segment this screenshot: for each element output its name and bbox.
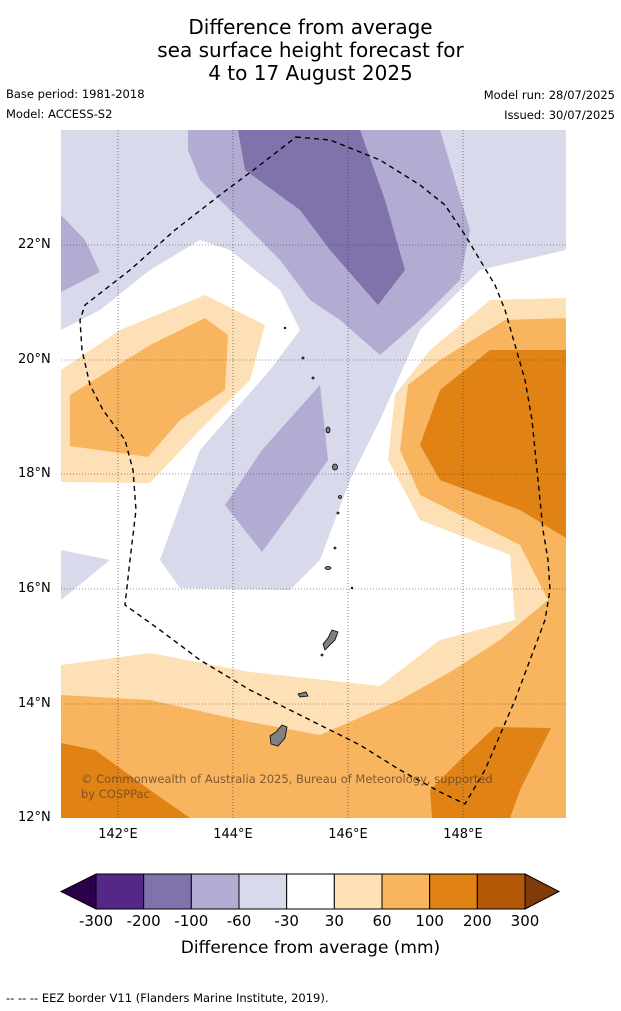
graticule (61, 130, 566, 818)
island-rota (297, 691, 309, 698)
colorbar-swatch (286, 873, 335, 910)
lon-label-144: 144°E (213, 827, 253, 842)
colorbar-tick-label: -300 (78, 912, 114, 930)
eez-legend-note: -- -- -- EEZ border V11 (Flanders Marine… (6, 991, 329, 1005)
mariana-islands (269, 326, 354, 747)
lon-label-142: 142°E (98, 827, 138, 842)
colorbar-tick-label: -200 (126, 912, 161, 930)
negative-band-west (61, 215, 100, 292)
title-line-1: Difference from average (188, 15, 433, 39)
title-line-3: 4 to 17 August 2025 (208, 61, 413, 85)
island-small-6 (332, 463, 338, 471)
base-period-label: Base period: 1981-2018 (6, 87, 145, 101)
island-small-9 (301, 356, 305, 360)
eez-border (79, 136, 551, 805)
colorbar-swatch (429, 873, 478, 910)
negative-band-sw (61, 550, 110, 600)
colorbar-tick-label: 30 (324, 912, 344, 930)
lat-label-18: 18°N (18, 466, 51, 481)
colorbar (59, 873, 561, 910)
colorbar-swatch (238, 873, 288, 910)
island-saipan (322, 629, 339, 651)
island-small-3 (333, 546, 337, 550)
anomaly-map (61, 130, 566, 818)
island-small-4 (336, 511, 340, 515)
island-small-7 (325, 426, 331, 434)
colorbar-extend-high (524, 873, 561, 910)
negative-band-deep (238, 130, 405, 305)
copyright-notice: © Commonwealth of Australia 2025, Bureau… (81, 772, 493, 801)
island-small-1 (320, 653, 324, 657)
colorbar-swatch (143, 873, 192, 910)
colorbar-swatch (95, 873, 145, 910)
colorbar-tick-label: 100 (415, 912, 444, 930)
colorbar-swatch (476, 873, 526, 910)
map-title: Difference from average sea surface heig… (0, 16, 621, 85)
colorbar-swatch (333, 873, 383, 910)
positive-band-west-mid (70, 318, 228, 457)
lat-label-20: 20°N (18, 352, 51, 367)
island-small-2 (324, 566, 332, 570)
issued-label: Issued: 30/07/2025 (504, 108, 615, 122)
negative-band-central (225, 385, 328, 552)
island-small-8 (311, 376, 315, 380)
model-label: Model: ACCESS-S2 (6, 107, 113, 121)
colorbar-tick-label: 60 (372, 912, 392, 930)
lat-label-22: 22°N (18, 237, 51, 252)
lon-label-148: 148°E (443, 827, 483, 842)
island-small-5 (338, 495, 342, 499)
positive-band-se-strong (430, 727, 551, 818)
colorbar-tick-label: 200 (463, 912, 492, 930)
island-small-10 (283, 326, 287, 330)
colorbar-title: Difference from average (mm) (180, 938, 441, 958)
island-small-11 (350, 586, 354, 590)
lon-label-146: 146°E (328, 827, 368, 842)
lat-label-14: 14°N (18, 696, 51, 711)
colorbar-tick-label: -30 (274, 912, 299, 930)
colorbar-tick-label: -60 (226, 912, 252, 930)
lat-label-16: 16°N (18, 581, 51, 596)
colorbar-tick-label: 300 (510, 912, 540, 930)
positive-band-sw-strong (61, 743, 190, 818)
colorbar-swatch (381, 873, 431, 910)
colorbar-extend-low (59, 873, 97, 910)
lat-label-12: 12°N (18, 810, 51, 825)
colorbar-swatch (190, 873, 240, 910)
positive-band-east-strong (420, 350, 566, 538)
colorbar-tick-label: -100 (174, 912, 209, 930)
model-run-label: Model run: 28/07/2025 (483, 88, 615, 102)
island-guam (269, 724, 288, 747)
title-line-2: sea surface height forecast for (157, 38, 464, 62)
